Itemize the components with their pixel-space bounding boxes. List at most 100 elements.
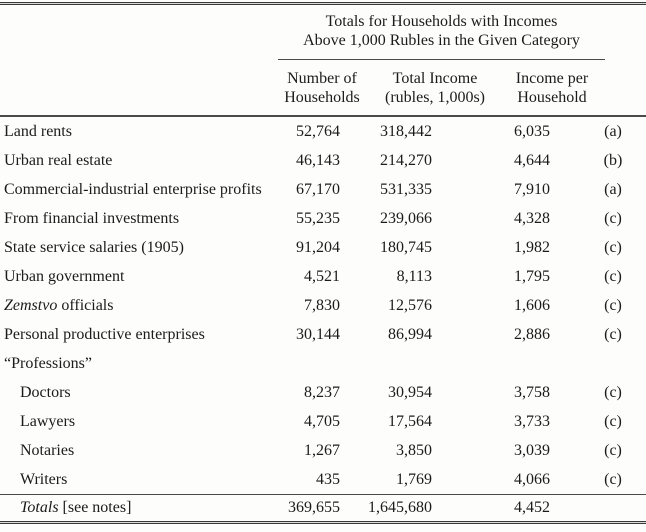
table-row: Urban government 4,521 8,113 1,795 (c)	[0, 262, 646, 291]
cell-number-of-households: 52,764	[296, 122, 340, 140]
row-label-part: Urban real estate	[4, 151, 113, 169]
row-label: From financial investments	[0, 210, 278, 228]
cell-note-marker: (c)	[604, 470, 622, 488]
column-header-row: Number of Households Total Income (ruble…	[0, 60, 646, 115]
cell-income-per-household: 2,886	[514, 325, 550, 343]
row-label: Land rents	[0, 123, 278, 141]
column-header-total-income: Total Income (rubles, 1,000s)	[385, 69, 485, 107]
cell-number-of-households: 1,267	[304, 441, 340, 459]
cell-note-marker: (c)	[604, 267, 622, 285]
cell-income-per-household: 4,066	[514, 470, 550, 488]
cell-number-of-households: 91,204	[296, 238, 340, 256]
header-body-rule	[0, 115, 646, 117]
row-label-part: Writers	[20, 470, 68, 488]
cell-total-income: 180,745	[380, 238, 432, 256]
cell-note-marker: (a)	[604, 180, 622, 198]
cell-number-of-households: 435	[316, 470, 340, 488]
row-label: Writers	[0, 471, 278, 489]
row-label-part: Zemstvo	[4, 296, 58, 314]
row-label-part: Land rents	[4, 122, 72, 140]
cell-income-per-household: 1,795	[514, 267, 550, 285]
row-label-part: Personal productive enterprises	[4, 325, 205, 343]
column-header-line: Number of	[287, 70, 357, 87]
cell-income-per-household: 4,644	[514, 151, 550, 169]
cell-number-of-households: 4,705	[304, 412, 340, 430]
table-row: Commercial-industrial enterprise profits…	[0, 175, 646, 204]
spanning-header-line2: Above 1,000 Rubles in the Given Category	[303, 32, 580, 49]
cell-note-marker: (a)	[604, 122, 622, 140]
table-row: Land rents 52,764 318,442 6,035 (a)	[0, 117, 646, 146]
row-label: State service salaries (1905)	[0, 239, 278, 257]
cell-total-income: 8,113	[396, 267, 432, 285]
cell-total-income: 12,576	[388, 296, 432, 314]
row-label-part: officials	[57, 296, 114, 314]
cell-number-of-households: 67,170	[296, 180, 340, 198]
table-row: “Professions”	[0, 349, 646, 378]
table-row: Notaries 1,267 3,850 3,039 (c)	[0, 436, 646, 465]
cell-number-of-households: 55,235	[296, 209, 340, 227]
table-row: State service salaries (1905) 91,204 180,7…	[0, 233, 646, 262]
cell-total-income: 17,564	[388, 412, 432, 430]
column-header-number-of-households: Number of Households	[284, 69, 360, 107]
cell-income-per-household: 7,910	[514, 180, 550, 198]
cell-note-marker: (c)	[604, 383, 622, 401]
cell-income-per-household: 4,452	[514, 499, 550, 516]
spanning-header-line1: Totals for Households with Incomes	[325, 13, 558, 30]
table-row: Urban real estate 46,143 214,270 4,644 (b)	[0, 146, 646, 175]
cell-total-income: 214,270	[380, 151, 432, 169]
cell-number-of-households: 46,143	[296, 151, 340, 169]
row-label-part: Totals	[20, 499, 59, 516]
row-label: Personal productive enterprises	[0, 326, 278, 344]
column-header-line: Total Income	[392, 70, 478, 87]
row-label: Urban government	[0, 268, 278, 286]
cell-note-marker: (c)	[604, 296, 622, 314]
column-header-income-per-household: Income per Household	[516, 69, 588, 107]
row-label-part: From financial investments	[4, 209, 180, 227]
totals-row: Totals [see notes] 369,655 1,645,680 4,452	[0, 495, 646, 521]
cell-total-income: 318,442	[380, 122, 432, 140]
cell-number-of-households: 4,521	[304, 267, 340, 285]
row-label: Totals [see notes]	[0, 499, 278, 517]
cell-total-income: 86,994	[388, 325, 432, 343]
table-row: Zemstvo officials 7,830 12,576 1,606 (c)	[0, 291, 646, 320]
row-label: “Professions”	[0, 355, 278, 373]
row-label: Commercial-industrial enterprise profits	[0, 181, 278, 199]
row-label-part: State service salaries (1905)	[4, 238, 184, 256]
row-label-part: Lawyers	[20, 412, 76, 430]
table-row: Personal productive enterprises 30,144 86,…	[0, 320, 646, 349]
column-header-line: Income per	[515, 70, 589, 87]
spanning-header-rule	[278, 59, 605, 60]
table-row: Doctors 8,237 30,954 3,758 (c)	[0, 378, 646, 407]
row-label-part: Notaries	[20, 441, 75, 459]
cell-total-income: 3,850	[396, 441, 432, 459]
column-header-line: Household	[517, 89, 587, 106]
row-label: Lawyers	[0, 413, 278, 431]
cell-note-marker: (c)	[604, 441, 622, 459]
row-label-part: Doctors	[20, 383, 71, 401]
cell-note-marker: (b)	[603, 151, 623, 169]
cell-number-of-households: 7,830	[304, 296, 340, 314]
totals-rule	[0, 494, 646, 495]
cell-total-income: 30,954	[388, 383, 432, 401]
cell-number-of-households: 30,144	[296, 325, 340, 343]
row-label-part: “Professions”	[4, 354, 92, 372]
column-header-line: (rubles, 1,000s)	[385, 89, 485, 106]
table-row: Writers 435 1,769 4,066 (c)	[0, 465, 646, 494]
table-row: From financial investments 55,235 239,066 4…	[0, 204, 646, 233]
cell-number-of-households: 369,655	[288, 499, 340, 516]
cell-note-marker: (c)	[604, 412, 622, 430]
cell-income-per-household: 3,733	[514, 412, 550, 430]
top-double-rule	[0, 2, 646, 5]
cell-income-per-household: 4,328	[514, 209, 550, 227]
cell-income-per-household: 1,606	[514, 296, 550, 314]
row-label-part: [see notes]	[58, 499, 132, 516]
column-header-line: Households	[284, 89, 360, 106]
cell-note-marker: (c)	[604, 238, 622, 256]
cell-total-income: 1,645,680	[368, 499, 432, 516]
row-label-part: Urban government	[4, 267, 125, 285]
row-label: Urban real estate	[0, 152, 278, 170]
cell-total-income: 239,066	[380, 209, 432, 227]
table-row: Lawyers 4,705 17,564 3,733 (c)	[0, 407, 646, 436]
cell-number-of-households: 8,237	[304, 383, 340, 401]
